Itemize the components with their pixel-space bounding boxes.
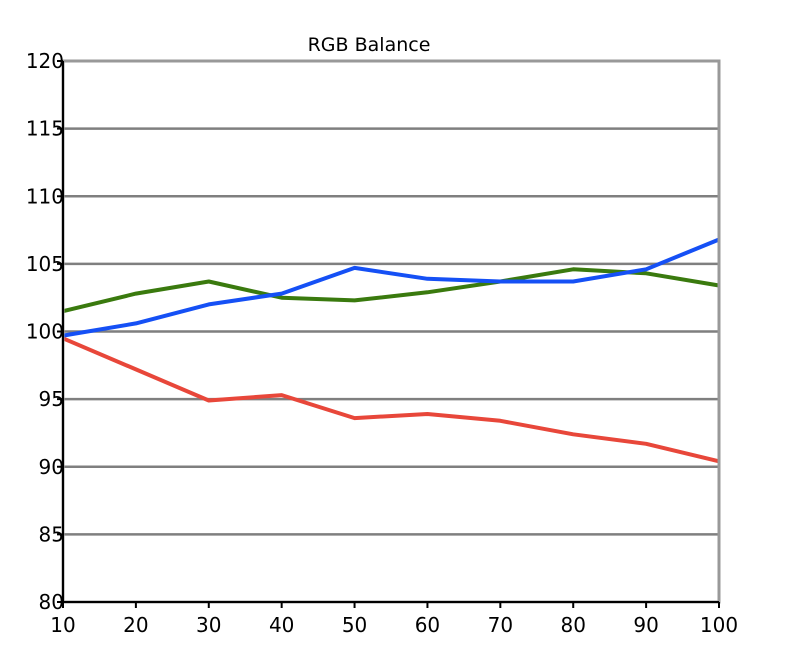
series-line-1 — [62, 267, 720, 314]
y-tick-label: 90 — [39, 455, 64, 479]
x-tick-label: 40 — [269, 613, 294, 637]
x-tick-label: 30 — [196, 613, 221, 637]
y-tick-label: 105 — [26, 252, 64, 276]
series-line-2 — [62, 237, 720, 338]
x-tick-label: 50 — [342, 613, 367, 637]
y-tick-label: 80 — [39, 590, 64, 614]
y-tick-label: 100 — [26, 320, 64, 344]
series-lines — [62, 237, 720, 464]
y-tick-label: 120 — [26, 49, 64, 73]
y-tick-label: 115 — [26, 117, 64, 141]
x-tick-label: 100 — [700, 613, 738, 637]
y-tick-labels: 80 85 90 95 100 105 110 115 120 — [26, 49, 64, 614]
chart-title: RGB Balance — [308, 34, 431, 56]
y-tick-label: 110 — [26, 184, 64, 208]
x-tick-label: 80 — [560, 613, 585, 637]
x-tick-label: 10 — [50, 613, 75, 637]
x-tick-label: 90 — [633, 613, 658, 637]
x-tick-label: 70 — [488, 613, 513, 637]
x-tick-label: 20 — [123, 613, 148, 637]
grid-lines — [63, 127, 719, 536]
y-tick-label: 95 — [39, 387, 64, 411]
x-tick-labels: 10 20 30 40 50 60 70 80 90 100 — [50, 602, 738, 637]
y-tick-label: 85 — [39, 522, 64, 546]
x-tick-label: 60 — [415, 613, 440, 637]
series-line-0 — [62, 336, 720, 464]
